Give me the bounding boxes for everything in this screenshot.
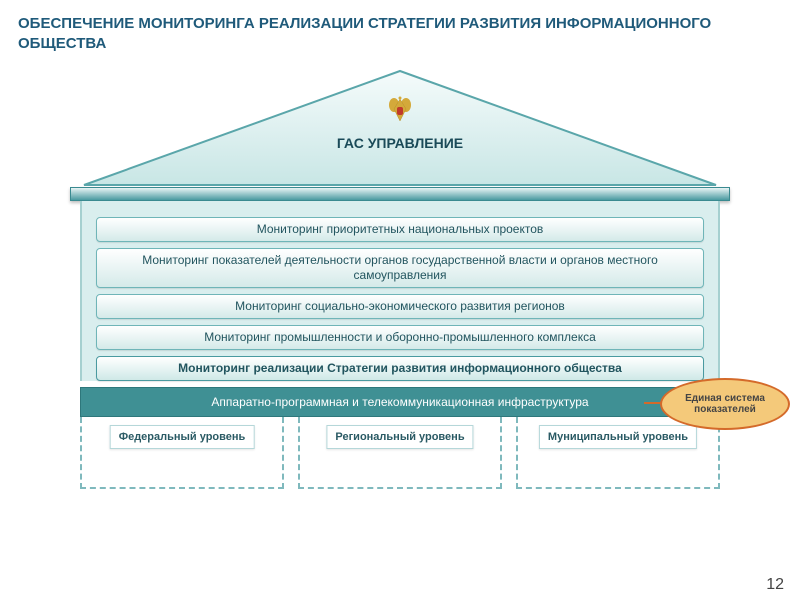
page-number: 12	[766, 576, 784, 594]
level-municipal: Муниципальный уровень	[516, 417, 720, 489]
slide-title: ОБЕСПЕЧЕНИЕ МОНИТОРИНГА РЕАЛИЗАЦИИ СТРАТ…	[0, 0, 800, 59]
monitoring-row: Мониторинг социально-экономического разв…	[96, 294, 704, 319]
temple-diagram: ГАС УПРАВЛЕНИЕ Мониторинг приоритетных н…	[80, 67, 720, 489]
level-regional: Региональный уровень	[298, 417, 502, 489]
level-federal: Федеральный уровень	[80, 417, 284, 489]
level-label: Региональный уровень	[326, 425, 473, 449]
monitoring-row: Мониторинг промышленности и оборонно-про…	[96, 325, 704, 350]
pediment-shape	[80, 67, 720, 187]
russian-emblem-icon	[384, 95, 416, 123]
pediment-label: ГАС УПРАВЛЕНИЕ	[80, 135, 720, 151]
monitoring-row-highlight: Мониторинг реализации Стратегии развития…	[96, 356, 704, 381]
pediment: ГАС УПРАВЛЕНИЕ	[80, 67, 720, 187]
level-label: Федеральный уровень	[110, 425, 255, 449]
monitoring-row: Мониторинг показателей деятельности орга…	[96, 248, 704, 288]
monitoring-row: Мониторинг приоритетных национальных про…	[96, 217, 704, 242]
cornice-bar	[70, 187, 730, 201]
infrastructure-bar: Аппаратно-программная и телекоммуникацио…	[80, 387, 720, 417]
levels-container: Федеральный уровень Региональный уровень…	[80, 417, 720, 489]
indicators-oval: Единая система показателей	[660, 378, 790, 430]
temple-body: Мониторинг приоритетных национальных про…	[80, 201, 720, 381]
level-label: Муниципальный уровень	[539, 425, 697, 449]
